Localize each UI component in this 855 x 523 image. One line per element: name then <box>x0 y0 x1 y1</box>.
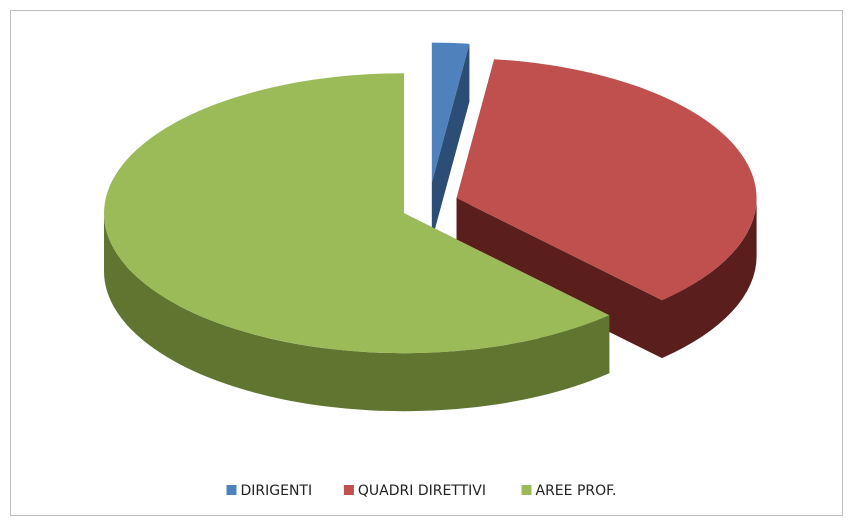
legend-swatch <box>343 485 354 495</box>
legend-swatch <box>226 485 237 495</box>
slice <box>104 73 610 354</box>
legend-label: QUADRI DIRETTIVI <box>358 483 486 499</box>
slice-side <box>662 198 757 359</box>
slice-side <box>103 213 610 412</box>
slice <box>456 59 757 301</box>
slice <box>431 42 470 183</box>
legend-label: AREE PROF. <box>536 483 617 499</box>
slice-wall <box>431 43 470 241</box>
legend-swatch <box>521 485 532 495</box>
slice-wall <box>456 198 662 359</box>
legend-label: DIRIGENTI <box>241 483 313 499</box>
